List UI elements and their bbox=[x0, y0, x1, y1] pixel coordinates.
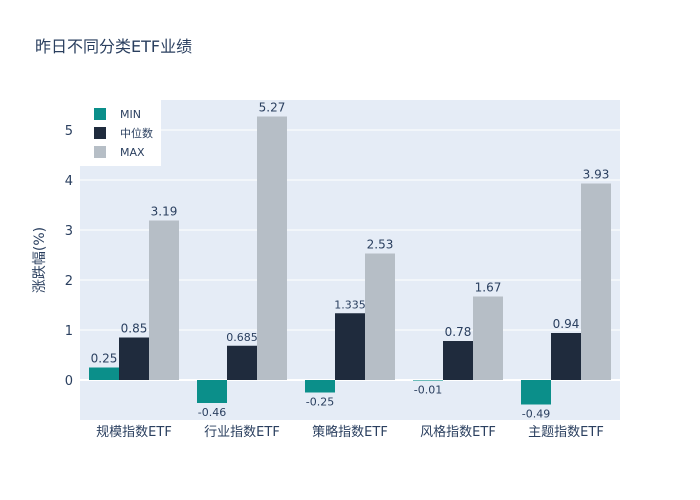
data-label: 0.94 bbox=[553, 317, 580, 331]
bar-min-4[interactable] bbox=[521, 380, 551, 405]
x-tick-label: 行业指数ETF bbox=[204, 425, 280, 440]
x-tick-label: 规模指数ETF bbox=[96, 425, 172, 440]
bar-中位数-4[interactable] bbox=[551, 333, 581, 380]
y-tick-label: 5 bbox=[65, 124, 73, 139]
data-label: 0.78 bbox=[445, 325, 472, 339]
y-axis-title: 涨跌幅(%) bbox=[32, 227, 48, 293]
y-tick-label: 0 bbox=[65, 374, 73, 389]
x-tick-label: 主题指数ETF bbox=[528, 425, 604, 440]
legend-swatch[interactable] bbox=[94, 146, 106, 158]
bar-中位数-3[interactable] bbox=[443, 341, 473, 380]
data-label: 2.53 bbox=[367, 238, 394, 252]
bar-min-0[interactable] bbox=[89, 367, 119, 381]
data-label: 5.27 bbox=[259, 101, 286, 115]
legend[interactable]: MIN 中位数 MAX bbox=[80, 100, 161, 166]
bar-min-1[interactable] bbox=[197, 380, 227, 403]
chart-title: 昨日不同分类ETF业绩 bbox=[35, 37, 193, 56]
data-label: -0.01 bbox=[414, 384, 442, 397]
bar-中位数-2[interactable] bbox=[335, 313, 365, 380]
bar-max-4[interactable] bbox=[581, 183, 611, 381]
legend-background bbox=[80, 100, 161, 166]
x-tick-label: 风格指数ETF bbox=[420, 424, 496, 440]
data-label: 1.67 bbox=[475, 281, 502, 295]
data-label: 1.335 bbox=[334, 298, 366, 311]
data-label: -0.49 bbox=[522, 408, 550, 421]
legend-item-label[interactable]: 中位数 bbox=[120, 126, 153, 140]
data-label: 0.685 bbox=[226, 331, 258, 344]
bar-中位数-0[interactable] bbox=[119, 337, 149, 381]
bar-min-3[interactable] bbox=[413, 380, 443, 381]
y-tick-label: 2 bbox=[65, 274, 73, 289]
data-label: -0.25 bbox=[306, 396, 334, 409]
legend-item-label[interactable]: MAX bbox=[120, 146, 145, 159]
axis-layer: 0 1 2 3 4 5 规模指数ETF 行业指数ETF 策略指数ETF 风格指数ETF 主题指数ET… bbox=[65, 124, 604, 440]
labels-layer: 0.25 0.85 3.19 -0.46 0.685 5.27 -0.25 1.335 2.53… bbox=[91, 101, 610, 421]
bar-中位数-1[interactable] bbox=[227, 345, 257, 380]
legend-swatch[interactable] bbox=[94, 108, 106, 120]
legend-swatch[interactable] bbox=[94, 127, 106, 139]
bar-max-1[interactable] bbox=[257, 116, 287, 381]
data-label: 3.93 bbox=[583, 168, 610, 182]
bar-max-0[interactable] bbox=[149, 220, 179, 381]
y-tick-label: 4 bbox=[65, 174, 73, 189]
bar-max-2[interactable] bbox=[365, 253, 395, 381]
y-tick-label: 1 bbox=[65, 324, 73, 339]
bars-layer bbox=[89, 116, 611, 405]
bar-min-2[interactable] bbox=[305, 380, 335, 393]
data-label: 3.19 bbox=[151, 205, 178, 219]
legend-item-label[interactable]: MIN bbox=[120, 108, 141, 121]
x-tick-label: 策略指数ETF bbox=[312, 424, 388, 440]
y-tick-label: 3 bbox=[65, 224, 73, 239]
data-label: 0.25 bbox=[91, 352, 118, 366]
bar-max-3[interactable] bbox=[473, 296, 503, 381]
data-label: 0.85 bbox=[121, 322, 148, 336]
data-label: -0.46 bbox=[198, 406, 226, 419]
